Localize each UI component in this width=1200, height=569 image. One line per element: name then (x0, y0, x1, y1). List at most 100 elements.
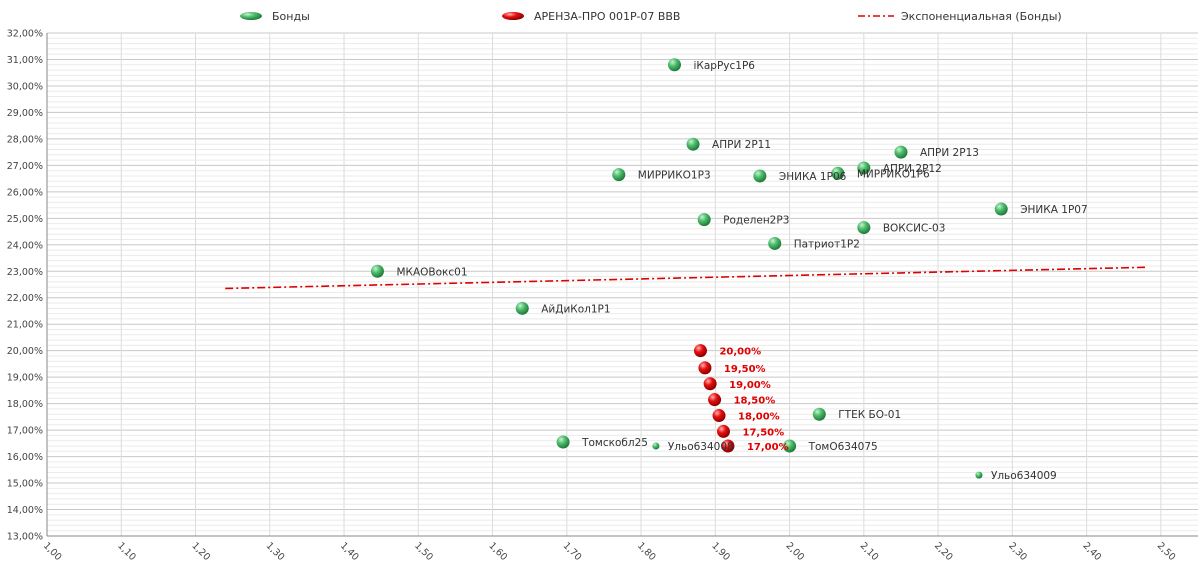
y-tick-label: 22,00% (7, 293, 43, 304)
bond-point-label: ЭНИКА 1Р06 (779, 171, 847, 183)
bond-point (652, 442, 660, 450)
x-tick-label: 1,00 (41, 540, 64, 563)
bond-point (697, 213, 711, 227)
arenza-point (712, 409, 726, 423)
bond-point (370, 264, 384, 278)
bond-point-label: ТомО634075 (808, 441, 878, 453)
y-tick-label: 13,00% (7, 532, 43, 543)
bond-point-label: АПРИ 2Р11 (712, 139, 771, 151)
bond-point (857, 161, 871, 175)
bond-point (812, 407, 826, 421)
x-tick-label: 1,40 (338, 540, 361, 563)
y-tick-label: 21,00% (7, 320, 43, 331)
bond-point-label: Роделен2Р3 (723, 215, 789, 227)
trendline (225, 266, 1147, 290)
grid (46, 32, 1198, 537)
bond-point-label: АПРИ 2Р13 (920, 147, 979, 159)
bond-point-label: Ульо634009 (991, 470, 1057, 482)
arenza-point-label: 18,00% (738, 412, 780, 423)
bond-point (612, 168, 626, 182)
arenza-point (716, 424, 730, 438)
y-tick-label: 28,00% (7, 134, 43, 145)
y-tick-label: 20,00% (7, 346, 43, 357)
y-tick-label: 32,00% (7, 29, 43, 40)
x-tick-label: 1,90 (709, 540, 732, 563)
bond-point (556, 435, 570, 449)
arenza-point-label: 19,50% (724, 364, 766, 375)
bond-point (686, 137, 700, 151)
y-tick-label: 17,00% (7, 426, 43, 437)
bond-point (994, 202, 1008, 216)
arenza-point-label: 17,50% (742, 427, 784, 438)
bond-point-label: ГТЕК БО-01 (838, 409, 901, 421)
y-tick-label: 27,00% (7, 161, 43, 172)
bond-point (857, 221, 871, 235)
bond-point-label: iКарРус1Р6 (693, 60, 755, 72)
arenza-point (708, 393, 722, 407)
bond-point-label: ВОКСИС-03 (883, 223, 946, 235)
bond-point-label: АПРИ 2Р12 (883, 163, 942, 175)
x-tick-label: 1,70 (561, 540, 584, 563)
x-tick-label: 2,40 (1080, 540, 1103, 563)
arenza-point (693, 344, 707, 358)
legend-entry-trend[interactable]: Экспоненциальная (Бонды) (858, 10, 1062, 23)
x-tick-label: 1,10 (115, 540, 138, 563)
legend-entry-bonds[interactable]: Бонды (240, 10, 310, 23)
arenza-point (698, 361, 712, 375)
y-tick-label: 18,00% (7, 399, 43, 410)
y-tick-label: 26,00% (7, 187, 43, 198)
y-tick-label: 19,00% (7, 373, 43, 384)
bond-point (783, 439, 797, 453)
arenza-point-label: 18,50% (734, 396, 776, 407)
x-tick-label: 2,30 (1006, 540, 1029, 563)
x-tick-label: 1,20 (189, 540, 212, 563)
y-tick-label: 25,00% (7, 214, 43, 225)
legend-marker-arenza (502, 12, 524, 20)
x-tick-label: 2,10 (858, 540, 881, 563)
x-tick-label: 1,50 (412, 540, 435, 563)
bond-point (515, 301, 529, 315)
legend-label-arenza: АРЕНЗА-ПРО 001P-07 BBB (534, 10, 680, 23)
y-tick-label: 24,00% (7, 240, 43, 251)
y-tick-label: 23,00% (7, 267, 43, 278)
x-tick-label: 1,30 (264, 540, 287, 563)
bond-point-label: Патриот1Р2 (794, 238, 860, 250)
legend-entry-arenza[interactable]: АРЕНЗА-ПРО 001P-07 BBB (502, 10, 680, 23)
arenza-point (703, 377, 717, 391)
y-tick-label: 30,00% (7, 81, 43, 92)
points-layer (370, 58, 1008, 479)
legend: Бонды АРЕНЗА-ПРО 001P-07 BBB Экспоненциа… (240, 10, 1062, 23)
y-tick-label: 31,00% (7, 55, 43, 66)
bond-point-label: ЭНИКА 1Р07 (1020, 204, 1087, 216)
arenza-point-label: 17,00% (747, 442, 789, 453)
bond-point (831, 166, 845, 180)
x-tick-label: 1,80 (635, 540, 658, 563)
bond-point (894, 145, 908, 159)
x-tick-label: 2,50 (1155, 540, 1178, 563)
x-tick-label: 1,60 (486, 540, 509, 563)
bond-point-label: МИРРИКО1Р3 (638, 170, 711, 182)
bond-point-label: МИРРИКО1Р6 (857, 168, 930, 180)
legend-marker-bonds (240, 12, 262, 20)
trendline-layer (225, 266, 1147, 290)
bond-point (753, 169, 767, 183)
y-tick-label: 14,00% (7, 505, 43, 516)
bond-point-label: Ульо634008 (668, 441, 734, 453)
bond-point (667, 58, 681, 72)
bond-point (768, 236, 782, 250)
bond-point-label: МКАОВокс01 (396, 266, 467, 278)
y-tick-label: 16,00% (7, 452, 43, 463)
arenza-point (721, 439, 735, 453)
bond-point-label: Томскобл25 (581, 437, 648, 449)
y-tick-label: 29,00% (7, 108, 43, 119)
legend-label-bonds: Бонды (272, 10, 310, 23)
bond-point-label: АйДиКол1Р1 (541, 303, 610, 315)
bond-point (975, 471, 983, 479)
x-tick-label: 2,00 (783, 540, 806, 563)
arenza-point-label: 20,00% (719, 347, 761, 358)
x-tick-label: 2,20 (932, 540, 955, 563)
arenza-point-label: 19,00% (729, 380, 771, 391)
y-tick-label: 15,00% (7, 479, 43, 490)
